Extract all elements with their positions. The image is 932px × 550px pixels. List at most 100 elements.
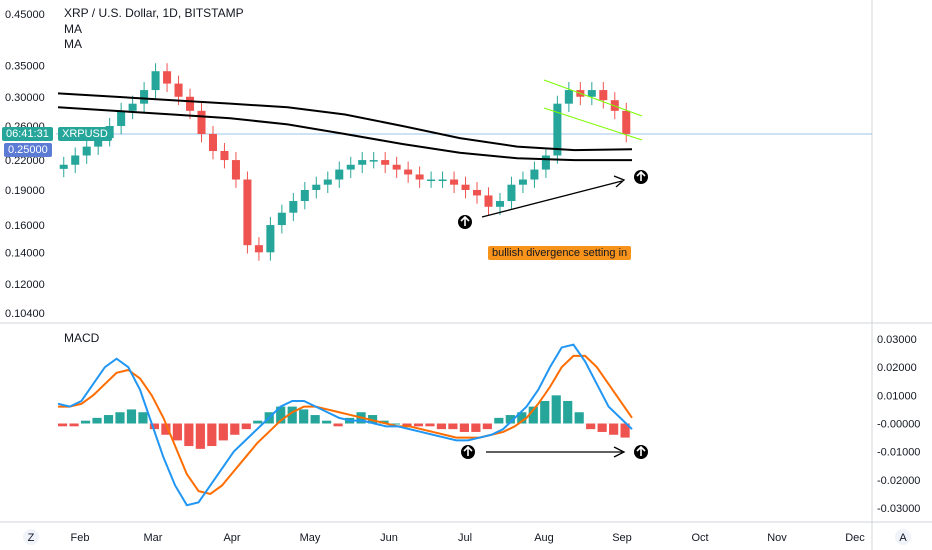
candle-body (312, 184, 321, 190)
histogram-bar (425, 423, 435, 427)
histogram-bar (609, 423, 619, 435)
candle-body (151, 71, 160, 91)
current-price-badge: 0.25000 (4, 143, 52, 157)
histogram-bar (586, 423, 596, 430)
ma-indicator-label[interactable]: MA (64, 22, 82, 36)
candle-body (300, 189, 309, 202)
histogram-bar (138, 412, 148, 424)
up-arrow-icon (458, 215, 472, 229)
candle-body (289, 201, 298, 213)
month-tick-label: Oct (691, 532, 708, 544)
candle-body (140, 90, 149, 104)
price-axis[interactable]: 0.450000.350000.300000.260000.220000.190… (5, 9, 45, 320)
price-divergence-line (481, 180, 623, 218)
macd-tick-label: 0.01000 (877, 390, 917, 402)
price-tick-label: 0.22000 (5, 155, 45, 167)
candle-body (243, 179, 252, 246)
price-tick-label: 0.45000 (5, 9, 45, 21)
histogram-bar (322, 420, 332, 424)
histogram-bar (241, 423, 251, 430)
histogram-bar (184, 423, 194, 447)
candle-body (564, 90, 573, 104)
candle-body (541, 155, 550, 170)
candle-body (622, 110, 631, 134)
candle-body (495, 201, 504, 207)
ma-line (57, 106, 632, 162)
macd-tick-label: -0.02000 (877, 475, 920, 487)
macd-tick-label: 0.03000 (877, 334, 917, 346)
candle-body (461, 184, 470, 190)
ma-indicator-label[interactable]: MA (64, 37, 82, 51)
month-tick-label: Mar (144, 532, 163, 544)
histogram-bar (563, 400, 573, 424)
up-arrow-icon (634, 445, 648, 459)
histogram-bar (126, 409, 137, 424)
month-tick-label: Aug (534, 532, 554, 544)
macd-axis[interactable]: 0.03000 0.02000 0.01000 -0.00000 -0.01000 -0.… (877, 334, 920, 515)
candle-body (266, 225, 275, 253)
macd-tick-label: -0.01000 (877, 447, 920, 459)
histogram-bar (505, 415, 515, 424)
candle-body (392, 164, 401, 170)
macd-arrowhead (613, 446, 626, 458)
time-axis[interactable]: Feb Mar Apr May Jun Jul Aug Sep Oct Nov Dec (71, 532, 866, 544)
month-tick-label: Apr (223, 532, 240, 544)
candle-body (197, 110, 206, 134)
month-tick-label: Feb (71, 532, 90, 544)
candle-body (438, 179, 447, 182)
candle-body (484, 195, 493, 207)
candle-body (518, 179, 527, 185)
price-tick-label: 0.16000 (5, 220, 45, 232)
up-arrow-icon (461, 445, 475, 459)
histogram-bar (103, 415, 114, 424)
price-arrowhead (613, 175, 626, 188)
histogram-bar (195, 423, 205, 449)
candle-body (163, 71, 172, 84)
histogram-bar (172, 423, 182, 441)
histogram-bar (390, 423, 401, 425)
price-tick-label: 0.14000 (5, 247, 45, 259)
histogram-bar (58, 423, 68, 427)
histogram-bar (517, 412, 527, 424)
candle-body (174, 83, 183, 97)
candle-body (473, 189, 482, 196)
month-tick-label: Dec (845, 532, 865, 544)
auto-scale-button[interactable]: A (895, 529, 911, 545)
candle-body (599, 90, 608, 101)
candle-body (323, 179, 332, 185)
histogram-bar (310, 415, 320, 424)
zoom-button[interactable]: Z (23, 529, 39, 545)
ma-line (57, 92, 633, 152)
candle-body (415, 174, 424, 180)
candle-body (381, 160, 390, 165)
macd-title[interactable]: MACD (64, 331, 100, 345)
symbol-title[interactable]: XRP / U.S. Dollar, 1D, BITSTAMP (64, 6, 244, 20)
histogram-bar (207, 423, 217, 447)
candlestick-series (59, 63, 631, 261)
divergence-annotation: bullish divergence setting in (488, 246, 632, 260)
histogram-bar (494, 417, 504, 424)
candle-body (507, 184, 516, 202)
candle-body (358, 160, 367, 165)
macd-tick-label: 0.02000 (877, 362, 917, 374)
histogram-bar (471, 423, 481, 432)
candle-body (94, 138, 103, 147)
candle-body (587, 90, 596, 97)
candle-body (404, 169, 413, 175)
candle-body (277, 212, 286, 226)
candle-body (427, 179, 436, 182)
month-tick-label: Jun (380, 532, 398, 544)
month-tick-label: Nov (767, 532, 787, 544)
candle-body (82, 146, 91, 156)
candle-body (450, 179, 459, 185)
histogram-bar (92, 417, 102, 424)
histogram-bar (620, 423, 630, 438)
histogram-bar (482, 423, 492, 430)
histogram-bar (448, 423, 458, 430)
histogram-bar (528, 406, 538, 424)
price-tick-label: 0.10400 (5, 308, 45, 320)
up-arrow-icon (634, 170, 648, 184)
macd-line (57, 343, 633, 507)
histogram-bar (161, 423, 171, 435)
